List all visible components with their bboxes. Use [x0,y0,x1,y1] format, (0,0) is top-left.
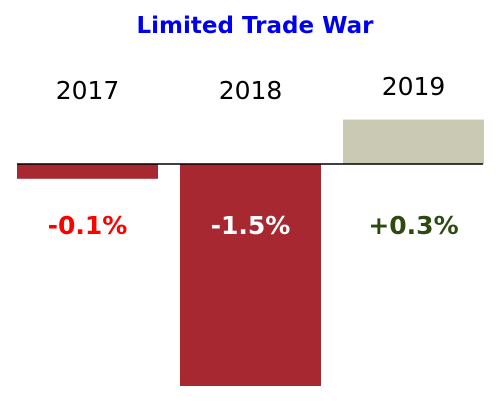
category-label-2017: 2017 [56,76,120,105]
bar-2019 [343,119,484,164]
bars-layer [17,119,484,386]
bar-2017 [17,164,158,179]
data-labels: -0.1% -1.5% +0.3% [48,211,459,240]
data-label-2017: -0.1% [48,211,128,240]
category-labels: 2017 2018 2019 [56,72,446,105]
data-label-2018: -1.5% [211,211,291,240]
category-label-2018: 2018 [219,76,283,105]
data-label-2019: +0.3% [368,211,458,240]
category-label-2019: 2019 [382,72,446,101]
chart-title: Limited Trade War [137,13,375,39]
bar-2018 [180,164,321,386]
